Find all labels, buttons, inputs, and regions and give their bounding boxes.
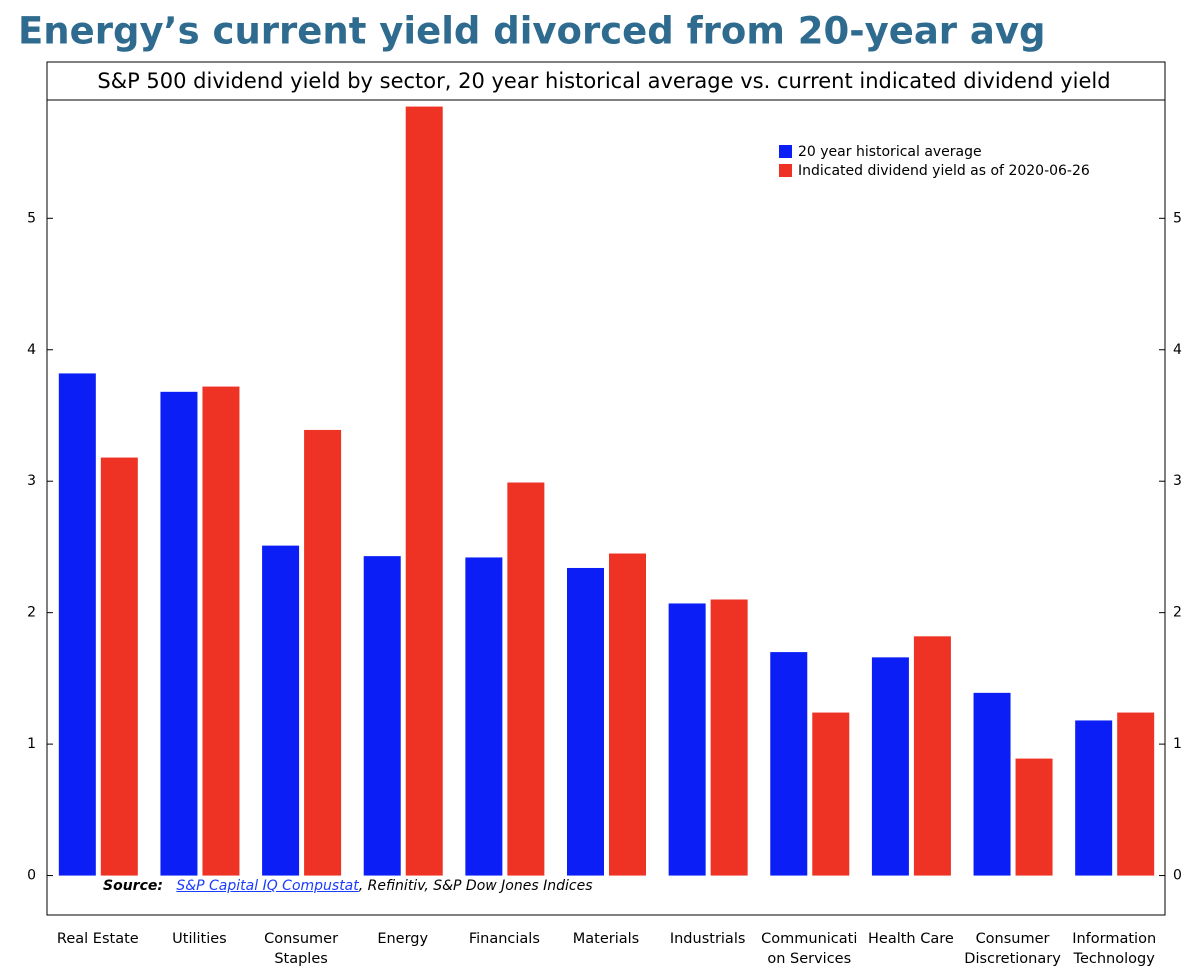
y2-tick-label: 5: [1173, 210, 1182, 226]
x-tick-label: Health Care: [868, 931, 954, 947]
frame: [46, 61, 1166, 916]
bar: [304, 429, 342, 876]
bar: [710, 599, 748, 876]
y2-tick-label: 3: [1173, 473, 1182, 489]
x-tick-label: Materials: [572, 931, 640, 947]
heading: Energy’s current yield divorced from 20-…: [18, 10, 1046, 53]
bar: [465, 557, 503, 876]
source-label: Source:: [103, 878, 163, 894]
bar: [871, 657, 909, 876]
y2-tick-label: 1: [1173, 736, 1182, 752]
bar: [567, 567, 604, 876]
bar: [770, 652, 808, 876]
y2-tick-label: 4: [1173, 342, 1182, 358]
source: Source: S&P Capital IQ Compustat, Refini…: [103, 878, 593, 894]
bar: [973, 692, 1011, 876]
bar: [160, 391, 198, 876]
y-tick-label: 3: [27, 473, 36, 489]
bar: [1117, 712, 1155, 876]
source-link[interactable]: S&P Capital IQ Compustat: [176, 878, 359, 894]
legend-label: Indicated dividend yield as of 2020-06-2…: [798, 163, 1090, 179]
x-tick-label: Consumer Discretionary: [964, 931, 1061, 967]
bar: [262, 545, 300, 876]
x-tick-label: Communication Services: [761, 931, 858, 967]
bar: [1075, 720, 1113, 876]
x-tick-label: Information Technology: [1072, 931, 1157, 967]
bar: [202, 386, 240, 876]
x-tick-label: Energy: [377, 931, 429, 947]
legend-label: 20 year historical average: [798, 144, 982, 160]
bar: [405, 106, 443, 876]
bar: [812, 712, 850, 876]
x-tick-label: Industrials: [669, 931, 746, 947]
bar: [1015, 758, 1053, 876]
legend-swatch: [779, 164, 792, 177]
bar: [58, 373, 96, 876]
y-tick-label: 4: [27, 342, 36, 358]
x-tick-label: Consumer Staples: [264, 931, 339, 967]
bar: [100, 457, 138, 876]
source-rest: , Refinitiv, S&P Dow Jones Indices: [358, 878, 593, 894]
bar: [363, 556, 401, 876]
bar: [913, 636, 951, 876]
y-tick-label: 0: [27, 868, 36, 884]
y-tick-label: 2: [27, 605, 36, 621]
bar: [507, 482, 545, 876]
y-tick-label: 1: [27, 736, 36, 752]
legend-swatch: [779, 145, 792, 158]
bar: [668, 603, 706, 876]
chart-title: S&P 500 dividend yield by sector, 20 yea…: [97, 69, 1110, 93]
bar: [609, 553, 646, 876]
x-tick-label: Real Estate: [56, 931, 139, 947]
x-tick-label: Financials: [468, 931, 540, 947]
y-tick-label: 5: [27, 210, 36, 226]
y2-tick-label: 2: [1173, 605, 1182, 621]
x-tick-label: Utilities: [172, 931, 227, 947]
y2-tick-label: 0: [1173, 868, 1182, 884]
